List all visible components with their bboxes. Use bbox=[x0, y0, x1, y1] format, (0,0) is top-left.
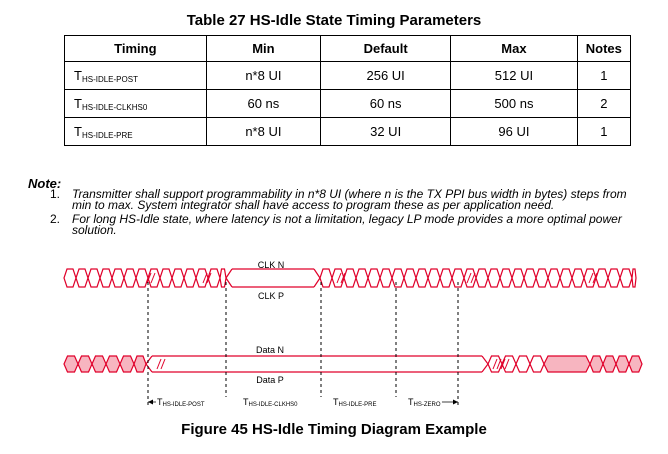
data-toggle-fill bbox=[92, 356, 106, 372]
min-cell: n*8 UI bbox=[205, 117, 322, 146]
data-toggle-fill bbox=[629, 356, 642, 372]
interval-label-hs-idle-post: THS-IDLE-POST bbox=[157, 397, 205, 408]
break-mark bbox=[160, 358, 166, 370]
timing-parameters-table: Timing Min Default Max Notes THS-IDLE-PO… bbox=[64, 35, 632, 146]
default-cell: 256 UI bbox=[320, 61, 452, 90]
break-mark bbox=[470, 272, 476, 284]
clk-n-label: CLK N bbox=[258, 260, 285, 270]
signal-waveforms bbox=[63, 268, 643, 373]
break-mark bbox=[336, 272, 342, 284]
toggle-segment bbox=[487, 355, 545, 373]
notes-list: 1. Transmitter shall support programmabil… bbox=[50, 187, 646, 239]
break-mark bbox=[592, 272, 598, 284]
max-cell: 512 UI bbox=[450, 61, 578, 90]
label-backing bbox=[407, 397, 442, 408]
break-mark bbox=[496, 358, 502, 370]
data-toggle-fill bbox=[603, 356, 616, 372]
default-cell: 60 ns bbox=[320, 89, 452, 118]
data-toggle-fill bbox=[106, 356, 120, 372]
data-p-label: Data P bbox=[256, 375, 284, 385]
arrow-head bbox=[453, 399, 458, 405]
notes-cell: 2 bbox=[576, 89, 632, 118]
note-text: For long HS-Idle state, where latency is… bbox=[72, 212, 622, 237]
label-backing bbox=[332, 397, 378, 408]
figure-caption: Figure 45 HS-Idle Timing Diagram Example bbox=[181, 421, 487, 438]
note-item: 1. Transmitter shall support programmabil… bbox=[50, 187, 627, 212]
note-item: 2. For long HS-Idle state, where latency … bbox=[50, 212, 622, 237]
max-cell: 96 UI bbox=[450, 117, 578, 146]
column-header-default: Default bbox=[320, 35, 452, 62]
break-mark bbox=[500, 358, 506, 370]
timing-symbol: THS-IDLE-PRE bbox=[64, 117, 207, 146]
table-title: Table 27 HS-Idle State Timing Parameters bbox=[186, 12, 482, 29]
data-toggle-fill bbox=[120, 356, 134, 372]
break-mark bbox=[150, 272, 156, 284]
signal-line bbox=[145, 355, 153, 365]
arrow-head bbox=[148, 399, 153, 405]
table-header-row: Timing Min Default Max Notes bbox=[64, 35, 632, 62]
data-toggle-fill bbox=[590, 356, 603, 372]
data-toggle-fill bbox=[78, 356, 92, 372]
interval-label-hs-idle-clkhs0: THS-IDLE-CLKHS0 bbox=[243, 397, 298, 408]
column-header-max: Max bbox=[450, 35, 578, 62]
signal-line bbox=[313, 268, 321, 279]
column-header-min: Min bbox=[205, 35, 322, 62]
break-mark bbox=[206, 272, 212, 284]
data-payload bbox=[543, 355, 591, 373]
notes-cell: 1 bbox=[576, 61, 632, 90]
signal-line bbox=[225, 268, 233, 279]
signal-line bbox=[145, 363, 153, 373]
break-mark bbox=[146, 272, 152, 284]
data-n-label: Data N bbox=[256, 345, 284, 355]
notes-cell: 1 bbox=[576, 117, 632, 146]
break-mark bbox=[492, 358, 498, 370]
clk-p-label: CLK P bbox=[258, 291, 284, 301]
interval-label-hs-zero: THS-ZERO bbox=[408, 397, 441, 408]
data-toggle-fill bbox=[616, 356, 629, 372]
toggle-segment bbox=[319, 268, 637, 288]
note-title: Note: bbox=[28, 176, 62, 191]
toggle-segment bbox=[589, 355, 643, 373]
interval-label-hs-idle-pre: THS-IDLE-PRE bbox=[333, 397, 377, 408]
label-backing bbox=[242, 397, 300, 408]
signal-line bbox=[225, 277, 233, 288]
break-mark bbox=[202, 272, 208, 284]
signal-line bbox=[481, 355, 489, 365]
default-cell: 32 UI bbox=[320, 117, 452, 146]
toggle-segment bbox=[63, 268, 227, 288]
break-mark bbox=[156, 358, 162, 370]
break-mark bbox=[588, 272, 594, 284]
data-toggle-fill bbox=[64, 356, 78, 372]
timing-symbol: THS-IDLE-CLKHS0 bbox=[64, 89, 207, 118]
data-toggle-fill bbox=[134, 356, 146, 372]
break-mark bbox=[504, 358, 510, 370]
min-cell: 60 ns bbox=[205, 89, 322, 118]
column-header-timing: Timing bbox=[64, 35, 207, 62]
table-row: THS-IDLE-CLKHS0 60 ns 60 ns 500 ns 2 bbox=[64, 89, 632, 118]
hs-idle-timing-diagram: CLK N CLK P Data N Data P THS-IDLE-POST … bbox=[63, 260, 643, 408]
table-row: THS-IDLE-PRE n*8 UI 32 UI 96 UI 1 bbox=[64, 117, 632, 146]
toggle-segment bbox=[63, 355, 147, 373]
label-backing bbox=[156, 397, 206, 408]
timing-symbol: THS-IDLE-POST bbox=[64, 61, 207, 90]
table-row: THS-IDLE-POST n*8 UI 256 UI 512 UI 1 bbox=[64, 61, 632, 90]
interval-labels: THS-IDLE-POST THS-IDLE-CLKHS0 THS-IDLE-P… bbox=[156, 397, 442, 408]
break-mark bbox=[340, 272, 346, 284]
break-mark bbox=[466, 272, 472, 284]
timing-markers bbox=[147, 282, 459, 408]
signal-line bbox=[481, 363, 489, 373]
column-header-notes: Notes bbox=[576, 35, 632, 62]
signal-line bbox=[313, 277, 321, 288]
min-cell: n*8 UI bbox=[205, 61, 322, 90]
note-text: Transmitter shall support programmabilit… bbox=[72, 187, 627, 212]
max-cell: 500 ns bbox=[450, 89, 578, 118]
